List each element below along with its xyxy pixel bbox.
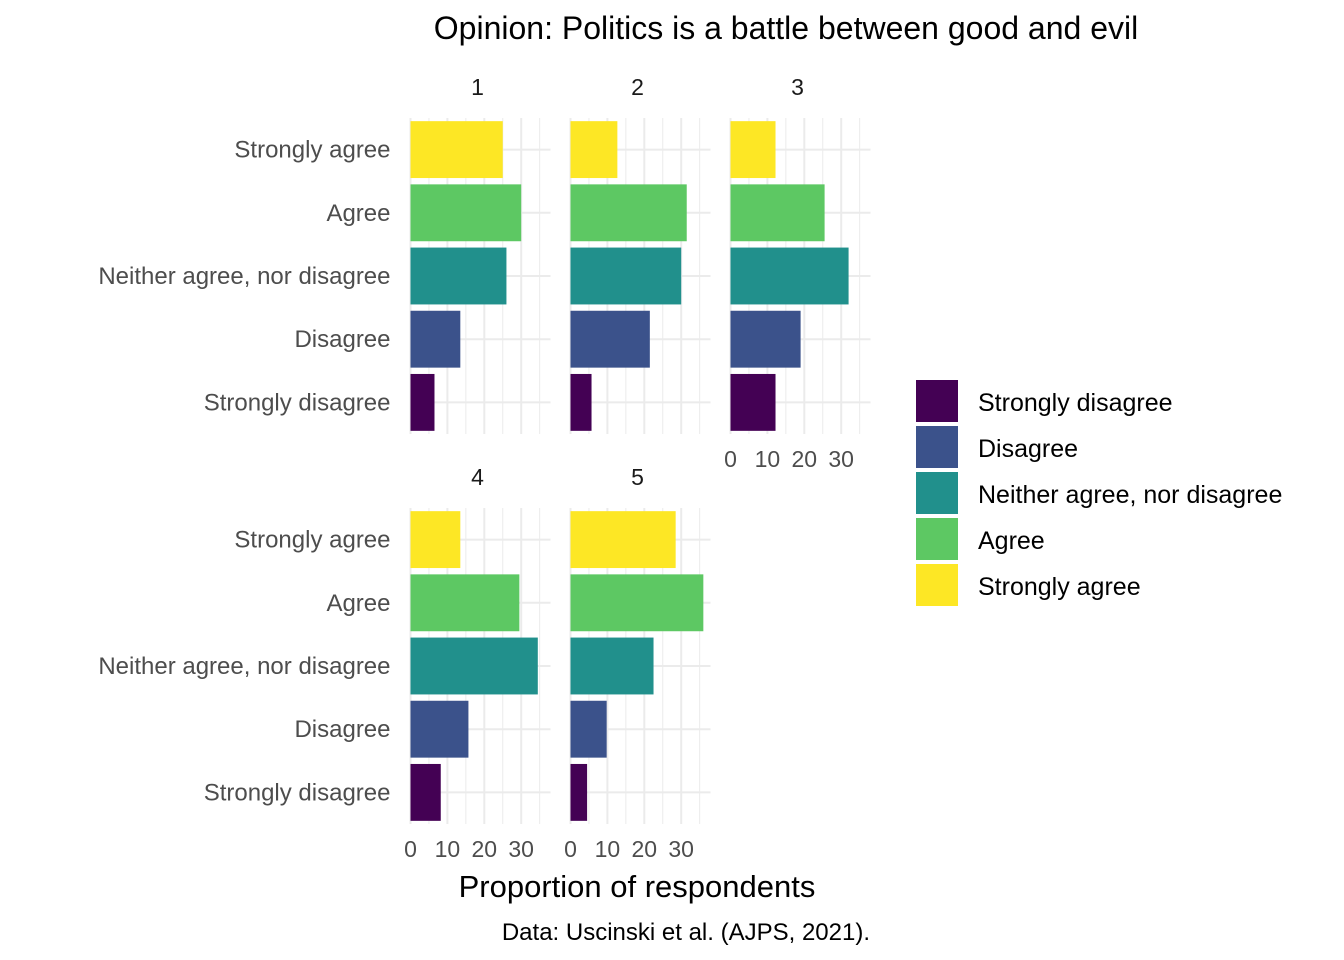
bar	[410, 373, 435, 431]
legend-swatch	[916, 518, 958, 560]
bar	[730, 184, 825, 242]
legend-swatch	[916, 380, 958, 422]
chart-caption: Data: Uscinski et al. (AJPS, 2021).	[502, 919, 870, 946]
facet-label: 5	[631, 464, 644, 490]
facet-label: 3	[791, 74, 804, 100]
x-tick-label: 30	[668, 836, 694, 862]
bar	[730, 373, 776, 431]
bar	[570, 637, 654, 695]
category-label: Strongly disagree	[204, 779, 391, 806]
facet-label: 2	[631, 74, 644, 100]
bar	[410, 763, 441, 821]
facet-panel-4: 4 Strongly disagree Disagree Neither agree,…	[98, 464, 551, 862]
category-label: Neither agree, nor disagree	[98, 263, 390, 290]
bar	[730, 247, 849, 305]
legend-swatch	[916, 426, 958, 468]
bar	[410, 700, 469, 758]
x-tick-label: 20	[632, 836, 658, 862]
category-label: Strongly agree	[234, 527, 390, 554]
legend-entry: Neither agree, nor disagree	[978, 481, 1282, 509]
x-tick-label: 10	[595, 836, 621, 862]
bar	[570, 373, 592, 431]
x-tick-label: 20	[792, 446, 818, 472]
legend-entry: Strongly disagree	[978, 389, 1173, 417]
bar	[410, 637, 538, 695]
bar	[410, 184, 522, 242]
legend-entry: Disagree	[978, 435, 1078, 463]
category-label: Agree	[326, 590, 390, 617]
legend-entry: Agree	[978, 527, 1045, 555]
x-axis-label: Proportion of respondents	[459, 869, 816, 904]
bar	[570, 574, 704, 632]
legend-swatch	[916, 564, 958, 606]
facet-panel-3: 30 10 20 30	[724, 74, 871, 472]
facet-panel-5: 5 0 10 20 30	[564, 464, 711, 862]
category-label: Neither agree, nor disagree	[98, 653, 390, 680]
bar	[570, 763, 588, 821]
legend-swatch	[916, 472, 958, 514]
facet-label: 4	[471, 464, 484, 490]
category-label: Strongly disagree	[204, 389, 391, 416]
x-tick-label: 10	[435, 836, 461, 862]
x-tick-label: 30	[828, 446, 854, 472]
bar	[570, 184, 687, 242]
bar	[730, 310, 801, 368]
facet-label: 1	[471, 74, 484, 100]
x-tick-label: 0	[404, 836, 417, 862]
legend: Strongly disagree Disagree Neither agree, …	[916, 380, 1282, 606]
bar	[410, 574, 520, 632]
x-tick-label: 10	[755, 446, 781, 472]
facet-panels: 1 Strongly disagree Disagree Neither agree,…	[98, 74, 871, 862]
bar	[730, 121, 776, 179]
chart-title: Opinion: Politics is a battle between go…	[434, 10, 1138, 46]
bar	[410, 511, 461, 569]
bar	[570, 511, 676, 569]
x-tick-label: 0	[564, 836, 577, 862]
category-label: Disagree	[294, 716, 390, 743]
facet-panel-2: 2	[569, 74, 711, 434]
bar	[570, 247, 682, 305]
category-label: Agree	[326, 200, 390, 227]
bar	[410, 121, 503, 179]
bar	[410, 247, 507, 305]
x-tick-label: 0	[724, 446, 737, 472]
category-label: Disagree	[294, 326, 390, 353]
x-tick-label: 20	[472, 836, 498, 862]
bar	[570, 121, 618, 179]
bar	[570, 310, 650, 368]
category-label: Strongly agree	[234, 137, 390, 164]
legend-entry: Strongly agree	[978, 573, 1141, 601]
bar	[570, 700, 607, 758]
facet-panel-1: 1 Strongly disagree Disagree Neither agree,…	[98, 74, 551, 434]
bar	[410, 310, 461, 368]
x-tick-label: 30	[508, 836, 534, 862]
